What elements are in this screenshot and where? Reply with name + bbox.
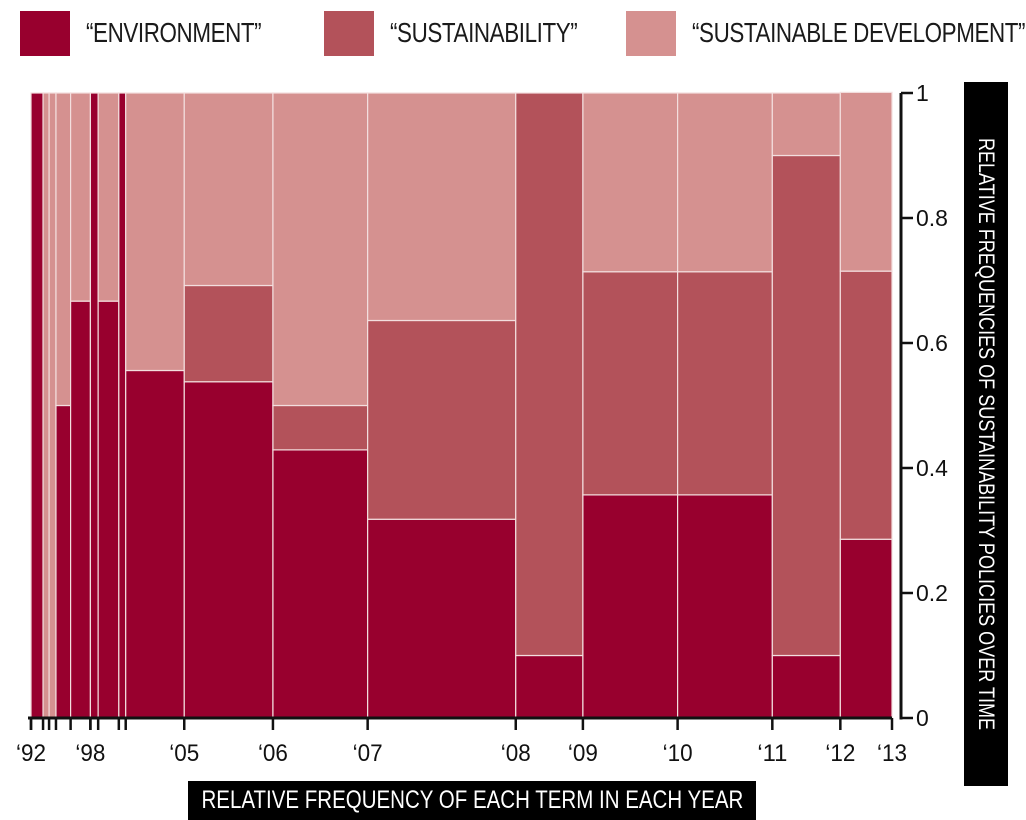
- mosaic-cell-environment-0: [30, 92, 44, 719]
- mosaic-cell-sustainable-development-10: [272, 92, 369, 407]
- mosaic-cell-environment-3: [55, 404, 72, 719]
- mosaic-cell-environment-15: [771, 654, 841, 719]
- mosaic-cell-sustainable-development-15: [771, 92, 841, 157]
- x-axis-label: RELATIVE FREQUENCY OF EACH TERM IN EACH …: [188, 781, 756, 820]
- legend-item-environment: “ENVIRONMENT”: [20, 8, 305, 58]
- x-tick-label-0: ‘92: [16, 740, 46, 767]
- mosaic-cell-sustainable-development-3: [55, 92, 72, 407]
- y-tick-label-2: 0.4: [916, 455, 948, 481]
- mosaic-cell-sustainable-development-2: [48, 92, 57, 719]
- mosaic-cell-environment-8: [125, 369, 185, 719]
- mosaic-cell-environment-6: [97, 300, 120, 719]
- mosaic-cell-environment-11: [367, 518, 517, 719]
- x-tick-label-8: ‘11: [757, 740, 787, 767]
- x-tick-label-5: ‘08: [501, 740, 531, 767]
- mosaic-cell-environment-12: [515, 654, 584, 719]
- x-tick-label-2: ‘05: [169, 740, 199, 767]
- mosaic-cell-environment-9: [183, 381, 274, 719]
- legend-swatch-sustainable-development: [626, 10, 676, 56]
- y-tick-label-5: 1: [916, 80, 929, 106]
- mosaic-cell-sustainable-development-11: [367, 92, 517, 322]
- plot-cells: [30, 91, 893, 719]
- y-axis-label: RELATIVE FREQUENCIES OF SUSTAINABILITY P…: [964, 82, 1008, 786]
- x-tick-label-1: ‘98: [75, 740, 105, 767]
- legend-label-environment: “ENVIRONMENT”: [86, 17, 262, 48]
- mosaic-cell-sustainable-development-6: [97, 92, 120, 302]
- mosaic-cell-sustainable-development-13: [582, 92, 679, 273]
- mosaic-cell-environment-13: [582, 494, 679, 719]
- x-tick-label-3: ‘06: [258, 740, 288, 767]
- plot-axes: ‘92 ‘98 ‘05 ‘06 ‘07 ‘08 ‘09 ‘10 ‘11 ‘12 ‘13 0 0.2 0.4…: [16, 80, 948, 767]
- x-axis-label-text: RELATIVE FREQUENCY OF EACH TERM IN EACH …: [201, 786, 743, 814]
- mosaic-cell-sustainable-development-14: [677, 92, 773, 273]
- mosaic-cell-sustainability-15: [771, 154, 841, 657]
- mosaic-cell-sustainability-11: [367, 319, 517, 520]
- mosaic-cell-sustainability-14: [677, 271, 773, 496]
- mosaic-cell-sustainability-10: [272, 404, 369, 451]
- mosaic-cell-environment-16: [839, 538, 893, 719]
- mosaic-cell-environment-10: [272, 449, 369, 719]
- x-tick-label-10: ‘13: [877, 740, 907, 767]
- legend-item-sustainability: “SUSTAINABILITY”: [324, 8, 624, 58]
- mosaic-cell-sustainability-13: [582, 271, 679, 496]
- x-tick-label-7: ‘10: [663, 740, 693, 767]
- y-tick-label-4: 0.8: [916, 205, 948, 231]
- mosaic-cell-environment-14: [677, 494, 773, 719]
- y-axis-label-text: RELATIVE FREQUENCIES OF SUSTAINABILITY P…: [974, 137, 999, 731]
- x-tick-label-9: ‘12: [825, 740, 855, 767]
- legend-swatch-sustainability: [324, 10, 374, 56]
- mosaic-cell-sustainable-development-9: [183, 92, 274, 287]
- mosaic-cell-sustainability-9: [183, 284, 274, 383]
- x-tick-label-6: ‘09: [568, 740, 598, 767]
- mosaic-cell-environment-4: [70, 300, 92, 719]
- mosaic-cell-environment-7: [118, 92, 127, 719]
- y-tick-label-1: 0.2: [916, 580, 948, 606]
- mosaic-cell-environment-5: [89, 92, 99, 719]
- legend-label-sustainable-development: “SUSTAINABLE DEVELOPMENT”: [692, 17, 1026, 48]
- legend-label-sustainability: “SUSTAINABILITY”: [390, 17, 578, 48]
- mosaic-cell-sustainability-16: [839, 270, 893, 540]
- mosaic-cell-sustainable-development-4: [70, 92, 92, 302]
- mosaic-cell-sustainability-12: [515, 92, 584, 657]
- y-tick-label-0: 0: [916, 705, 929, 731]
- legend-item-sustainable-development: “SUSTAINABLE DEVELOPMENT”: [626, 8, 1026, 58]
- x-tick-label-4: ‘07: [353, 740, 383, 767]
- legend-swatch-environment: [20, 10, 70, 56]
- mosaic-cell-sustainable-development-1: [42, 92, 50, 719]
- y-tick-label-3: 0.6: [916, 330, 948, 356]
- mosaic-cell-sustainable-development-8: [125, 92, 185, 372]
- mosaic-cell-sustainable-development-16: [839, 91, 893, 272]
